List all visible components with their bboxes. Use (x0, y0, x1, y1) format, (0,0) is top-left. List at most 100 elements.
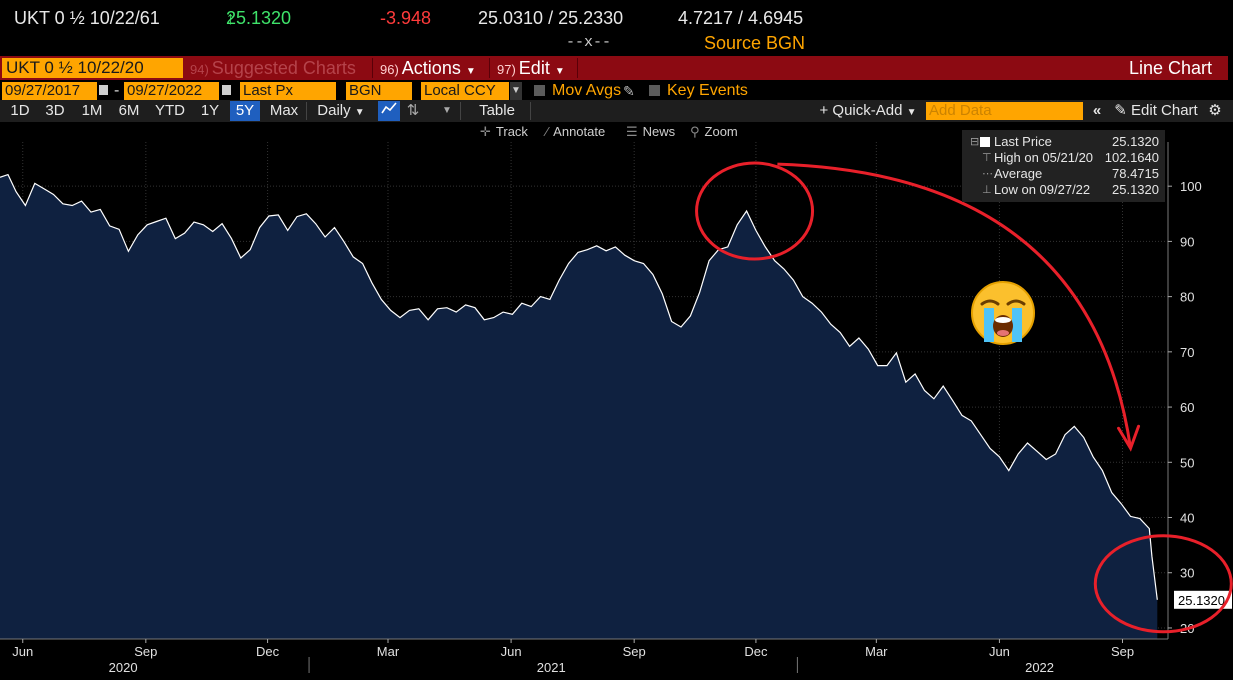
y-tick-label: 80 (1180, 290, 1194, 305)
track-label: Track (495, 124, 528, 139)
bar-chart-icon[interactable]: ⇅ (406, 102, 420, 119)
period-6m[interactable]: 6M (118, 102, 140, 119)
x-tick-label: Sep (134, 644, 157, 659)
track-tool[interactable]: ✛ Track (480, 123, 528, 141)
x-tick-label: Dec (256, 644, 280, 659)
calendar-icon[interactable] (99, 85, 108, 95)
news-label: News (642, 124, 676, 139)
x-tick-label: Mar (865, 644, 888, 659)
legend-label: Low on 09/27/22 (994, 182, 1091, 197)
annotation-arrowhead (1117, 424, 1141, 452)
y-tick-label: 100 (1180, 179, 1202, 194)
year-label: 2020 (109, 660, 138, 675)
legend-value: 102.1640 (1104, 150, 1159, 165)
series-swatch (980, 137, 990, 147)
chart-legend: ⊟ Last Price 25.1320 ⊤ High on 05/21/20 … (962, 130, 1165, 202)
start-date-field[interactable]: 09/27/2017 (2, 82, 97, 100)
ticker-label: UKT 0 ½ 10/22/61 (14, 8, 160, 28)
pricing-source: Source BGN (704, 33, 806, 53)
edit-menu[interactable]: 97) Edit ▼ (497, 56, 565, 80)
legend-low: ⊥ Low on 09/27/22 25.1320 (962, 182, 1165, 198)
gear-icon[interactable]: ⚙ (1208, 102, 1222, 119)
tree-node-icon: ⊟ (970, 136, 980, 148)
suggested-charts-menu[interactable]: 94) Suggested Charts (190, 56, 356, 80)
period-1y[interactable]: 1Y (200, 102, 220, 119)
calendar-icon[interactable] (222, 85, 231, 95)
chart-tools: ✛ Track ∕ Annotate ☰ News ⚲ Zoom (0, 122, 1233, 142)
x-tick-label: Sep (1111, 644, 1134, 659)
current-price-tag (1174, 590, 1232, 609)
net-change: -3.948 (380, 8, 432, 28)
chevron-down-icon: ▼ (554, 66, 565, 77)
year-label: 2021 (537, 660, 566, 675)
frequency-select[interactable]: Daily ▼ (310, 101, 372, 121)
legend-average: ⋯ Average 78.4715 (962, 166, 1165, 182)
collapse-icon[interactable]: « (1092, 102, 1102, 119)
period-1m[interactable]: 1M (81, 102, 103, 119)
chevron-down-icon[interactable]: ▼ (442, 105, 452, 116)
y-tick-label: 60 (1180, 400, 1194, 415)
menu-divider (372, 58, 373, 78)
suggested-charts-label: Suggested Charts (211, 58, 356, 78)
edit-chart-button[interactable]: ✎ Edit Chart (1112, 101, 1200, 121)
quick-add-menu[interactable]: + Quick-Add ▼ (818, 101, 918, 121)
menu-divider (489, 58, 490, 78)
mov-avgs-label[interactable]: Mov Avgs (552, 82, 622, 99)
legend-label: Last Price (994, 134, 1052, 149)
chevron-down-icon[interactable]: ▼ (510, 82, 522, 100)
period-ytd[interactable]: YTD (155, 102, 185, 119)
quote-header: UKT 0 ½ 10/22/61 ↑ 25.1320 -3.948 25.0310… (0, 0, 1233, 56)
pricing-source-field[interactable]: BGN (346, 82, 412, 100)
yield-bid-ask: 4.7217 / 4.6945 (678, 8, 804, 28)
y-tick-label: 30 (1180, 566, 1194, 581)
actions-menu[interactable]: 96) Actions ▼ (380, 56, 476, 80)
add-data-input[interactable]: Add Data (926, 102, 1083, 120)
settings-row: 09/27/2017 - 09/27/2022 Last Px BGN Loca… (0, 81, 1233, 101)
low-marker-icon: ⊥ (982, 184, 992, 196)
menu-divider (577, 58, 578, 78)
annotate-tool[interactable]: ∕ Annotate (546, 123, 605, 141)
annotate-icon: ∕ (546, 124, 549, 139)
key-events-label[interactable]: Key Events (667, 82, 748, 99)
last-price-value: 25.1320 (226, 8, 292, 28)
quote-time: --x-- (566, 34, 612, 51)
function-bar: UKT 0 ½ 10/22/20 94) Suggested Charts 96)… (0, 56, 1228, 80)
edit-number: 97) (497, 62, 516, 77)
annotate-label: Annotate (553, 124, 606, 139)
year-label: 2022 (1025, 660, 1054, 675)
price-field-select[interactable]: Last Px (240, 82, 336, 100)
actions-number: 96) (380, 62, 399, 77)
news-icon: ☰ (626, 124, 638, 139)
edit-chart-label: Edit Chart (1131, 102, 1198, 119)
table-button[interactable]: Table (479, 102, 515, 119)
security-field[interactable]: UKT 0 ½ 10/22/20 (2, 58, 183, 78)
legend-last-price: ⊟ Last Price 25.1320 (962, 134, 1165, 150)
frequency-label: Daily (317, 102, 351, 119)
period-1d[interactable]: 1D (10, 102, 30, 119)
price-line (0, 173, 1158, 600)
zoom-tool[interactable]: ⚲ Zoom (690, 123, 738, 141)
line-chart-icon[interactable] (378, 101, 400, 121)
crosshair-icon: ✛ (480, 124, 491, 139)
actions-label: Actions (401, 58, 461, 78)
legend-value: 25.1320 (1112, 182, 1159, 197)
key-events-checkbox[interactable] (649, 85, 660, 96)
period-max[interactable]: Max (269, 102, 299, 119)
legend-value: 25.1320 (1112, 134, 1159, 149)
currency-select[interactable]: Local CCY (421, 82, 509, 100)
chevron-down-icon: ▼ (354, 107, 365, 118)
period-toolbar: 1D 3D 1M 6M YTD 1Y 5Y Max Daily ▼ ⇅ ▼ Ta… (0, 100, 1233, 122)
news-tool[interactable]: ☰ News (626, 123, 675, 141)
pencil-icon[interactable]: ✎ (623, 83, 635, 99)
chart-type-label: Line Chart (1128, 58, 1212, 78)
y-tick-label: 40 (1180, 511, 1194, 526)
period-5y[interactable]: 5Y (230, 101, 260, 121)
period-3d[interactable]: 3D (45, 102, 65, 119)
annotation-circle-latest (1093, 534, 1233, 634)
legend-label: High on 05/21/20 (994, 150, 1094, 165)
mov-avgs-checkbox[interactable] (534, 85, 545, 96)
up-arrow-icon: ↑ (226, 8, 235, 28)
y-tick-label: 70 (1180, 345, 1194, 360)
end-date-field[interactable]: 09/27/2022 (124, 82, 219, 100)
